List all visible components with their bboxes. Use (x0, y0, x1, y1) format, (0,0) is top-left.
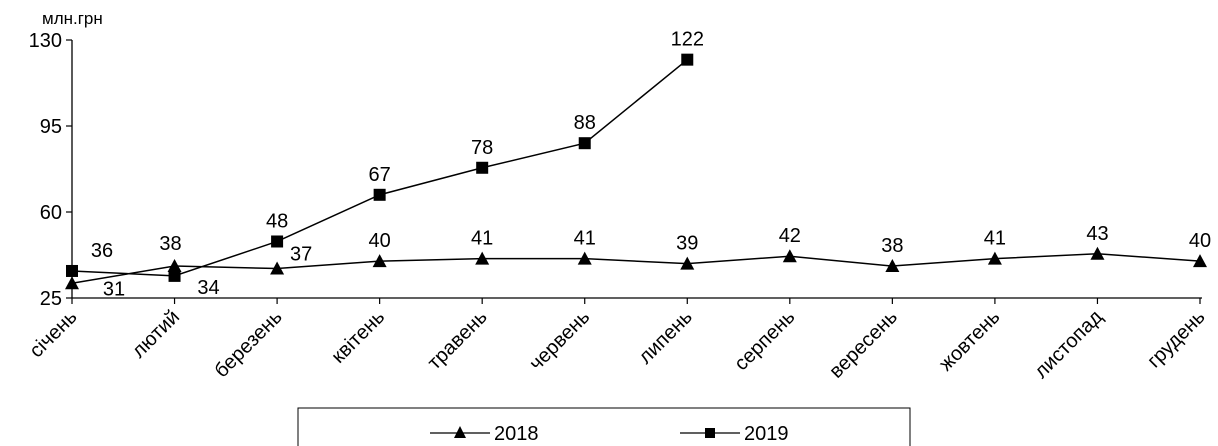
marker-2019 (66, 264, 78, 277)
marker-2018 (680, 256, 695, 270)
marker-2018 (782, 249, 797, 263)
data-label-2019: 67 (369, 164, 391, 186)
legend-label-2018: 2018 (494, 423, 539, 445)
data-label-2018: 37 (290, 244, 312, 266)
series-lines (71, 59, 1201, 284)
x-tick-label: березень (210, 306, 286, 382)
data-label-2019: 48 (266, 210, 288, 232)
marker-2019 (681, 53, 694, 66)
marker-2019 (168, 269, 181, 282)
series-line-2018 (71, 253, 1201, 284)
marker-2019 (578, 137, 591, 150)
x-tick-label: вересень (825, 306, 902, 383)
marker-2018 (475, 251, 490, 265)
legend-triangle-icon (454, 426, 466, 438)
x-tick-label: серпень (730, 306, 799, 375)
legend-square-icon (705, 428, 715, 438)
data-labels: 31 38 37 40 41 41 39 42 38 41 43 40 36 34 48 67 78 88 122 (91, 29, 1211, 301)
data-label-2018: 41 (471, 228, 493, 250)
data-label-2018: 43 (1086, 223, 1108, 245)
data-label-2018: 38 (159, 233, 181, 255)
x-tick-label: травень (424, 306, 492, 374)
data-label-2018: 39 (676, 233, 698, 255)
data-label-2018: 40 (369, 230, 391, 252)
legend: 2018 2019 (297, 407, 911, 446)
marker-2018 (577, 251, 592, 265)
y-unit-label: млн.грн (42, 9, 103, 28)
data-label-2019: 78 (471, 137, 493, 159)
data-label-2019: 122 (671, 29, 704, 51)
axes: 25 60 95 130 січень лютий березень квітень траве… (25, 30, 1209, 383)
marker-2019 (476, 161, 489, 174)
x-tick-label: жовтень (935, 306, 1004, 375)
marker-2018 (167, 259, 182, 273)
marker-2018 (1193, 254, 1207, 268)
y-tick-label: 95 (40, 116, 62, 138)
marker-2018 (270, 261, 285, 275)
marker-2018 (885, 259, 900, 273)
x-tick-label: листопад (1030, 306, 1107, 383)
marker-2019 (271, 235, 284, 248)
data-label-2018: 41 (574, 228, 596, 250)
marker-2018 (987, 251, 1002, 265)
data-label-2018: 42 (779, 225, 801, 247)
legend-label-2019: 2019 (744, 423, 789, 445)
y-tick-label: 25 (40, 288, 62, 310)
markers (65, 53, 1207, 290)
marker-2019 (373, 188, 386, 201)
y-tick-label: 60 (40, 202, 62, 224)
x-tick-label: квітень (327, 306, 389, 368)
x-tick-label: червень (525, 306, 594, 375)
x-tick-label: лютий (128, 306, 184, 362)
data-label-2018: 41 (984, 228, 1006, 250)
data-label-2018: 31 (103, 278, 125, 300)
data-label-2019: 88 (574, 112, 596, 134)
legend-box (297, 407, 911, 446)
data-label-2019: 34 (197, 277, 219, 299)
x-tick-label: грудень (1143, 306, 1209, 372)
x-tick-label: січень (25, 306, 81, 362)
marker-2018 (1090, 246, 1105, 260)
marker-2018 (372, 254, 387, 268)
x-tick-label: липень (634, 306, 696, 368)
data-label-2019: 36 (91, 240, 113, 262)
y-tick-label: 130 (29, 30, 62, 52)
marker-2018 (65, 276, 79, 290)
data-label-2018: 38 (881, 235, 903, 257)
data-label-2018: 40 (1189, 230, 1211, 252)
